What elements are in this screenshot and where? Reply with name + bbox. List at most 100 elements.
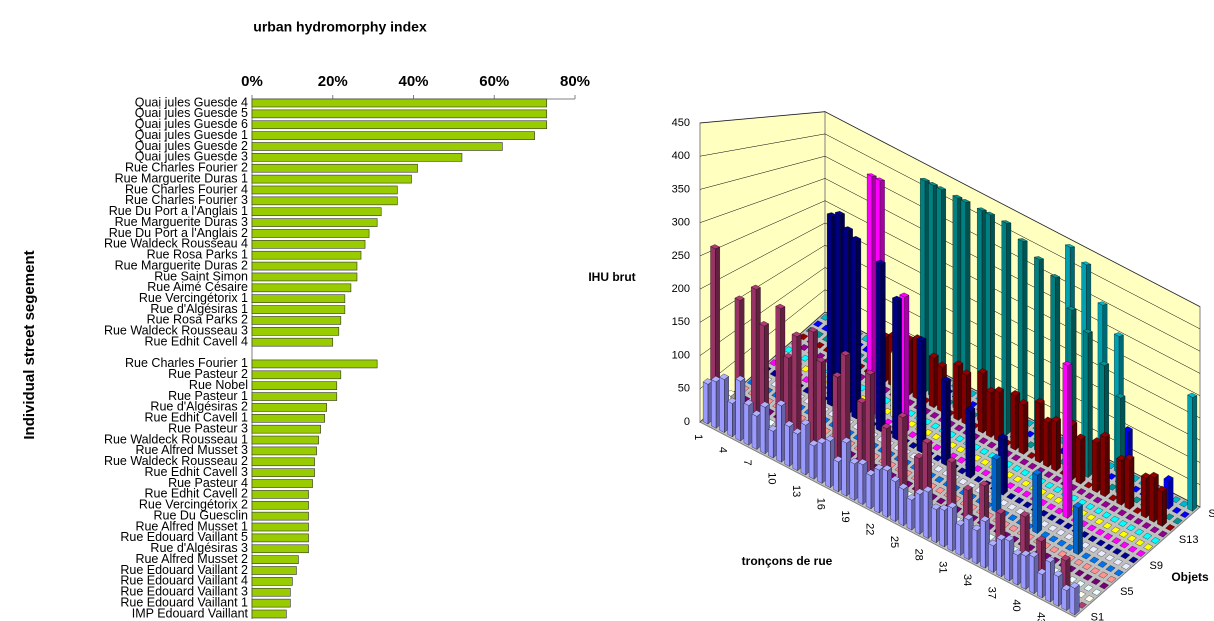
bar-side [1162,488,1167,527]
y-tick-label: Rue Saint Simon [154,269,248,283]
bar-side [1037,471,1042,534]
bar-top [1047,524,1058,532]
bar-side [904,295,910,435]
y-tick-label: Rue Edouard Vaillant 3 [120,585,248,599]
bar-top [1150,537,1161,544]
bar-top [1056,539,1067,547]
bar [251,435,319,445]
bar-front [890,479,896,522]
bar-top [791,331,802,337]
bar-top [930,422,941,430]
bar-front [711,379,717,429]
bar-top [1125,513,1136,521]
bar [251,403,327,412]
bar-top [874,464,884,471]
y-tick-label: 200 [672,283,690,295]
bar-front [923,489,929,539]
bar-side [1192,395,1198,512]
y-tick-label: Rue Edouard Vaillant 4 [120,574,248,588]
bar-front [1116,458,1122,506]
x-tick-label: 25 [888,536,900,548]
bar-front [1149,474,1155,523]
bar-top [1133,517,1144,525]
z-tick-label: S5 [1120,586,1133,598]
bar-top [840,350,851,356]
x-tick-label: 60% [479,73,509,90]
bar-top [1110,526,1121,534]
bar-side [1056,418,1061,472]
y-tick-label: Quai jules Guesde 1 [135,128,248,142]
bar-top [813,320,823,328]
y-tick-label: Rue Waldeck Rousseau 4 [104,237,248,251]
bar-top [977,368,988,375]
bar-front [947,505,953,552]
bar-top [816,357,827,363]
bar-top [979,448,990,455]
bar-top [1126,535,1137,542]
bar-top [1141,522,1152,529]
bar-top [1012,475,1023,483]
bar-top [1171,506,1182,514]
bar-top [1171,496,1181,504]
bar [251,555,299,564]
bar-top [1039,520,1050,528]
bar-top [1051,475,1062,483]
bar-front [825,438,831,488]
bar-top [979,480,990,487]
bar [251,566,297,575]
z-tick-label: S9 [1150,560,1163,572]
bar-front [1124,457,1130,510]
bar-front [898,486,904,527]
bar-front [851,237,857,420]
bar-top [1090,578,1101,585]
bar-top [1099,361,1110,366]
bar-top [1120,552,1131,560]
bar-top [919,177,931,182]
bar-top [1104,554,1115,562]
bar-front [833,459,839,493]
x-tick-label: 1 [692,434,704,440]
bar-top [1119,541,1130,549]
x-axis-title: tronçons de rue [742,554,833,568]
bar-top [1022,501,1033,509]
bar-top [958,478,968,485]
bar-top [1032,469,1043,476]
bar-side [1067,363,1073,519]
y-tick-label: Rue Vercingétorix 2 [139,498,248,512]
bar-front [743,402,749,446]
bar-top [1045,556,1056,563]
bar-front [727,400,733,438]
bar-top [1124,454,1135,461]
bar-front [1187,394,1193,512]
bar-top [1090,567,1100,575]
bar [251,598,291,608]
bar-top [1121,562,1131,570]
y-tick-label: Rue Du Port a l'Anglais 2 [109,226,248,240]
y-tick-label: Quai jules Guesde 6 [135,117,248,131]
bar [251,468,315,477]
bar-top [1062,361,1073,366]
bar-top [1113,558,1123,566]
bar-front [1075,436,1081,485]
bar-top [962,484,973,491]
bar-top [1057,550,1068,558]
bar [251,457,315,467]
x-tick-label: 40% [398,73,428,90]
bar-top [1164,513,1175,521]
bar-top [1103,533,1114,540]
bar-top [928,352,939,359]
bar-top [874,177,886,181]
bar-top [1033,256,1045,260]
bar-top [986,441,997,449]
y-tick-label: Rue Marguerite Duras 2 [115,258,248,272]
bar-top [784,420,795,427]
bar-top [851,236,862,241]
y-tick-label: Rue Du Guesclin [154,508,249,522]
bar-top [1088,546,1099,553]
bar-top [995,508,1006,515]
bar-top [1118,530,1129,538]
bar-top [1128,556,1139,564]
bar-top [1106,575,1117,583]
y-tick-label: Rue Du Port a l'Anglais 1 [109,204,248,218]
